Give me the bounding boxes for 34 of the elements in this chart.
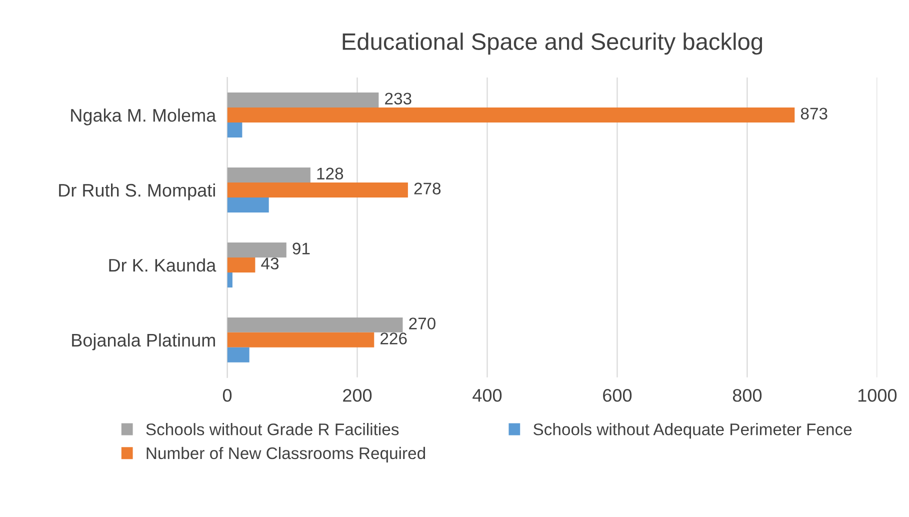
bar — [227, 332, 374, 348]
bar — [227, 317, 403, 332]
chart-title: Educational Space and Security backlog — [342, 32, 762, 55]
data-label: 226 — [380, 332, 407, 344]
data-label: 873 — [800, 108, 828, 120]
x-tick-label: 0 — [222, 389, 232, 402]
bar — [227, 168, 310, 182]
bar — [227, 122, 242, 138]
x-tick-label: 1000 — [858, 389, 897, 402]
data-label: 43 — [261, 258, 279, 270]
legend-label: Number of New Classrooms Required — [146, 446, 426, 462]
legend-label: Schools without Adequate Perimeter Fence — [533, 423, 852, 439]
y-tick-label: Dr K. Kaunda — [109, 258, 216, 272]
data-label: 233 — [385, 92, 412, 105]
bar — [227, 92, 379, 108]
bar — [227, 182, 408, 198]
x-tick-label: 800 — [732, 389, 762, 402]
y-tick-label: Ngaka M. Molema — [71, 108, 216, 126]
bar — [227, 257, 256, 272]
y-tick-label: Bojanala Platinum — [72, 333, 215, 350]
bar — [227, 108, 795, 123]
y-tick-label: Dr Ruth S. Mompati — [59, 183, 215, 200]
x-tick-label: 600 — [603, 389, 632, 402]
x-tick-label: 400 — [472, 389, 502, 402]
bar — [227, 242, 286, 258]
legend-label: Schools without Grade R Facilities — [146, 423, 399, 436]
data-label: 128 — [317, 168, 344, 180]
data-label: 270 — [409, 318, 436, 330]
data-label: 278 — [414, 182, 441, 194]
x-tick-label: 200 — [343, 389, 372, 402]
bar — [227, 197, 269, 212]
bar — [227, 347, 250, 362]
data-label: 91 — [292, 242, 310, 254]
bar — [227, 272, 232, 288]
